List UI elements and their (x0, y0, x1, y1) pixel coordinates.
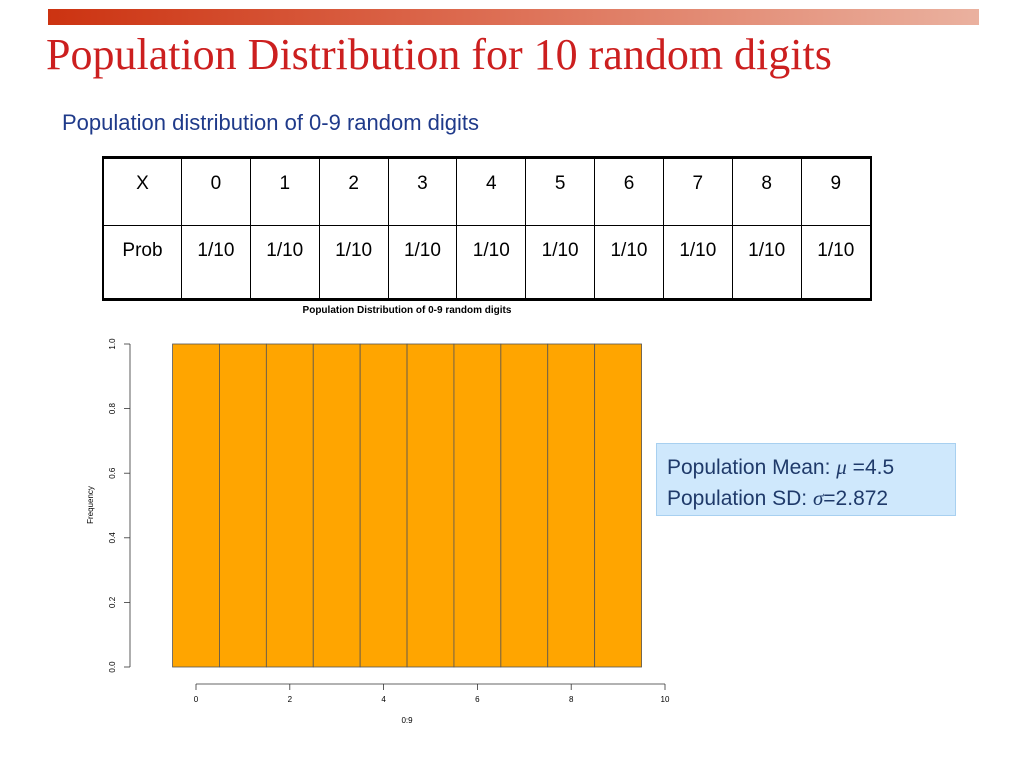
x-tick-label: 2 (288, 695, 293, 704)
y-axis-label: Frequency (86, 486, 95, 524)
histogram-bar (406, 343, 455, 668)
sd-line: Population SD: σ=2.872 (667, 483, 945, 514)
x-tick-label: 10 (661, 695, 670, 704)
table-prob-value: 1/10 (249, 225, 320, 300)
table-x-value: 3 (387, 157, 458, 226)
chart-title: Population Distribution of 0-9 random di… (303, 305, 512, 316)
histogram-bar (500, 343, 549, 668)
table-prob-value: 1/10 (525, 225, 596, 300)
title-accent-bar (48, 9, 979, 25)
table-x-value: 1 (249, 157, 320, 226)
y-tick-label: 0.6 (108, 467, 117, 479)
x-tick-label: 4 (381, 695, 386, 704)
histogram-bar (359, 343, 408, 668)
mu-symbol: μ (836, 455, 847, 479)
histogram-bar (219, 343, 267, 668)
x-tick-label: 8 (569, 695, 574, 704)
probability-table: X 0 1 2 3 4 5 6 7 8 9 Prob 1/10 1/10 1/1… (102, 156, 872, 301)
histogram-bar (594, 343, 642, 668)
table-prob-value: 1/10 (800, 225, 872, 300)
histogram-bar (172, 343, 220, 668)
y-tick-label: 1.0 (108, 338, 117, 350)
population-stats-box: Population Mean: μ =4.5 Population SD: σ… (656, 443, 956, 516)
y-tick-label: 0.4 (108, 532, 117, 544)
table-prob-value: 1/10 (181, 225, 251, 300)
table-prob-row: Prob 1/10 1/10 1/10 1/10 1/10 1/10 1/10 … (102, 225, 872, 300)
slide-subtitle: Population distribution of 0-9 random di… (62, 110, 480, 135)
table-prob-value: 1/10 (662, 225, 733, 300)
x-tick-label: 6 (475, 695, 480, 704)
table-prob-value: 1/10 (594, 225, 664, 300)
table-header-row: X 0 1 2 3 4 5 6 7 8 9 (102, 157, 872, 226)
table-x-value: 5 (525, 157, 596, 226)
sd-value: =2.872 (823, 487, 889, 510)
mean-value: =4.5 (846, 456, 895, 479)
x-axis-label: 0:9 (401, 716, 413, 725)
y-tick-label: 0.8 (108, 402, 117, 414)
mean-line: Population Mean: μ =4.5 (667, 452, 945, 483)
histogram-bar (547, 343, 596, 668)
sigma-symbol: σ (812, 486, 824, 510)
histogram-bar (265, 343, 314, 668)
table-prob-value: 1/10 (731, 225, 802, 300)
mean-label: Population Mean: (667, 456, 837, 479)
table-prob-value: 1/10 (456, 225, 527, 300)
table-prob-value: 1/10 (318, 225, 389, 300)
table-x-value: 8 (731, 157, 802, 226)
histogram-bar (453, 343, 502, 668)
y-tick-label: 0.0 (108, 661, 117, 673)
table-x-value: 6 (594, 157, 664, 226)
table-header-label: X (102, 157, 182, 226)
slide-title: Population Distribution for 10 random di… (46, 30, 832, 79)
table-x-value: 2 (318, 157, 389, 226)
table-x-value: 4 (456, 157, 527, 226)
sd-label: Population SD: (667, 487, 813, 510)
table-row-label: Prob (102, 225, 182, 300)
table-x-value: 7 (662, 157, 733, 226)
table-x-value: 0 (181, 157, 251, 226)
histogram-chart: Population Distribution of 0-9 random di… (86, 305, 670, 725)
table-prob-value: 1/10 (387, 225, 458, 300)
y-tick-label: 0.2 (108, 596, 117, 608)
x-tick-label: 0 (194, 695, 199, 704)
table-x-value: 9 (800, 157, 872, 226)
histogram-bar (312, 343, 361, 668)
